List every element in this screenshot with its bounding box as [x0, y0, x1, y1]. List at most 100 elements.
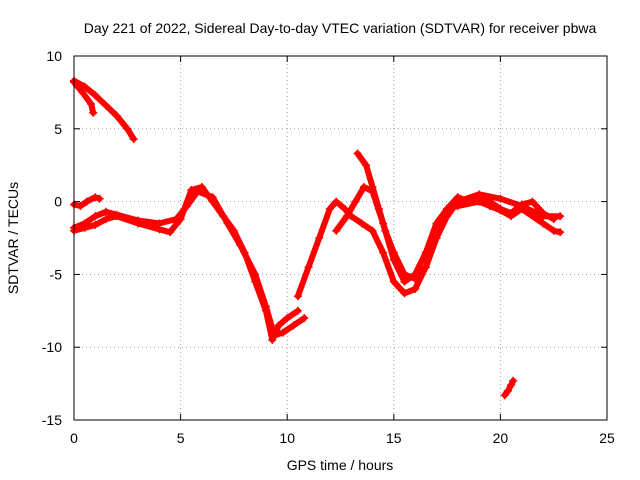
data-point [368, 226, 377, 235]
data-point [133, 219, 142, 228]
data-point [101, 101, 110, 110]
data-point [293, 306, 302, 315]
data-point [91, 91, 100, 100]
data-point [129, 134, 138, 143]
data-point [381, 226, 390, 235]
data-point [176, 215, 185, 224]
data-point [332, 197, 341, 206]
data-point [400, 277, 409, 286]
data-point [340, 204, 349, 213]
data-point [91, 220, 100, 229]
data-point [368, 183, 377, 192]
data-point [101, 207, 110, 216]
x-tick-label: 10 [279, 430, 295, 446]
data-point [76, 201, 85, 210]
data-point [539, 219, 548, 228]
data-point [95, 194, 104, 203]
data-point [507, 212, 516, 221]
data-point [342, 212, 351, 221]
data-point [112, 111, 121, 120]
data-series [70, 76, 565, 400]
data-point [556, 212, 565, 221]
data-point [443, 212, 452, 221]
data-point [400, 289, 409, 298]
data-point [496, 194, 505, 203]
y-tick-label: 0 [54, 194, 62, 210]
x-tick-label: 20 [493, 430, 509, 446]
data-point [453, 201, 462, 210]
series-track-1 [70, 76, 138, 143]
data-point [351, 197, 360, 206]
data-point [80, 223, 89, 232]
data-point [475, 197, 484, 206]
data-point [229, 226, 238, 235]
data-point [251, 277, 260, 286]
data-point [78, 88, 87, 97]
data-point [155, 225, 164, 234]
data-point [89, 108, 98, 117]
data-point [208, 197, 217, 206]
y-tick-label: -15 [42, 412, 62, 428]
plot-frame [73, 55, 608, 421]
data-point [278, 328, 287, 337]
axis-ticks [73, 55, 608, 421]
data-point [101, 215, 110, 224]
chart-title: Day 221 of 2022, Sidereal Day-to-day VTE… [84, 20, 597, 36]
x-tick-label: 15 [386, 430, 402, 446]
data-point [261, 306, 270, 315]
data-point [91, 193, 100, 202]
x-tick-label: 0 [70, 430, 78, 446]
data-point [332, 226, 341, 235]
data-point [359, 183, 368, 192]
data-point [315, 234, 324, 242]
data-point [87, 100, 96, 109]
data-point [443, 204, 452, 213]
data-point [389, 248, 398, 257]
series-line [501, 377, 517, 399]
data-point [300, 314, 309, 323]
data-point [549, 215, 558, 224]
series-track-8 [353, 149, 558, 283]
data-point [274, 321, 283, 330]
data-point [197, 183, 206, 192]
data-point [293, 292, 302, 301]
data-point [556, 228, 565, 237]
data-point [528, 197, 537, 206]
data-point [268, 335, 277, 344]
y-axis-label: SDTVAR / TECUs [5, 182, 21, 294]
data-point [325, 204, 334, 213]
data-point [421, 263, 430, 272]
series-line [444, 198, 564, 236]
data-point [432, 219, 441, 228]
data-point [503, 386, 512, 395]
data-point [289, 321, 298, 330]
series-track-10 [500, 376, 518, 400]
x-tick-label: 25 [599, 430, 615, 446]
data-point [500, 391, 509, 400]
data-point [112, 212, 121, 221]
data-point [80, 82, 89, 91]
series-track-4 [70, 183, 302, 344]
data-point [411, 274, 420, 283]
data-point [304, 263, 313, 272]
data-point [432, 234, 441, 242]
data-point [82, 197, 91, 206]
series-line [354, 150, 557, 282]
data-point [240, 248, 249, 257]
data-point [411, 284, 420, 293]
series-track-9 [443, 197, 565, 237]
data-point [507, 381, 516, 390]
data-point [187, 185, 196, 194]
data-point [283, 314, 292, 323]
data-point [539, 209, 548, 218]
y-tick-label: -10 [42, 339, 62, 355]
data-point [509, 376, 518, 385]
data-point [485, 201, 494, 210]
data-point [353, 149, 362, 158]
series-line [71, 79, 97, 116]
data-point [165, 228, 174, 237]
data-point [400, 270, 409, 279]
data-point [496, 206, 505, 215]
data-point [91, 212, 100, 221]
